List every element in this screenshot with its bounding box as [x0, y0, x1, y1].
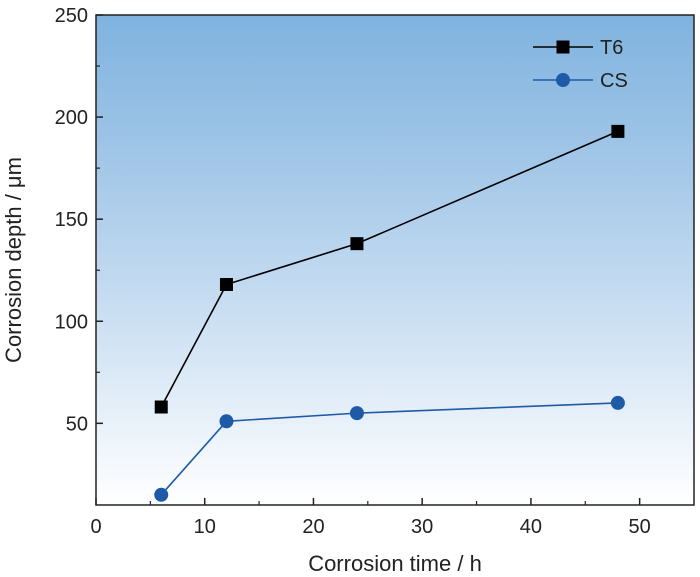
point-t6-0 — [154, 400, 168, 414]
series-layer — [154, 124, 625, 502]
series-line-cs — [160, 402, 618, 496]
point-t6-3 — [611, 124, 625, 138]
plot-background — [96, 15, 694, 505]
axes: 0 10 20 30 40 50 50 100 150 200 250 — [55, 5, 695, 538]
y-tick-label-2: 150 — [55, 209, 88, 231]
point-cs-1 — [219, 414, 234, 429]
x-tick-label-1: 10 — [194, 516, 216, 538]
y-tick-label-1: 100 — [55, 311, 88, 333]
y-tick-label-3: 200 — [55, 107, 88, 129]
series-t6 — [154, 124, 625, 414]
y-axis-title: Corrosion depth / μm — [1, 157, 26, 363]
legend-marker-t6 — [556, 40, 570, 54]
point-cs-0 — [154, 487, 169, 502]
legend-label-cs: CS — [600, 70, 628, 92]
x-axis-title: Corrosion time / h — [308, 551, 482, 576]
legend-marker-cs — [556, 73, 570, 87]
legend-entry-cs: CS — [533, 70, 628, 92]
point-cs-2 — [349, 406, 364, 421]
y-tick-label-4: 250 — [55, 5, 88, 27]
point-t6-2 — [350, 237, 364, 251]
plot-frame — [95, 14, 695, 506]
y-tick-label-0: 50 — [66, 413, 88, 435]
x-tick-label-2: 20 — [302, 516, 324, 538]
point-cs-3 — [610, 395, 625, 410]
x-tick-label-0: 0 — [90, 516, 101, 538]
legend-label-t6: T6 — [600, 37, 623, 59]
series-line-t6 — [160, 130, 619, 408]
point-t6-1 — [219, 278, 233, 291]
x-tick-label-5: 50 — [629, 516, 651, 538]
x-tick-label-4: 40 — [520, 516, 542, 538]
legend-entry-t6: T6 — [533, 37, 623, 59]
legend: T6 CS — [533, 37, 628, 92]
x-tick-label-3: 30 — [411, 516, 433, 538]
series-cs — [154, 395, 625, 502]
